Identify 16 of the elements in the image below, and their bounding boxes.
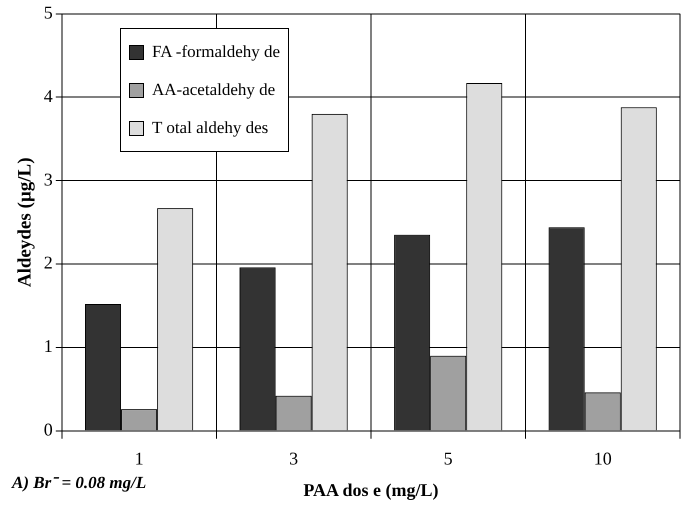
x-tick-label: 10 [594,448,612,468]
y-tick-label: 5 [44,2,53,23]
text: A) Br⁻ = 0.08 mg/L [12,472,146,493]
legend-label: T otal aldehy des [152,118,268,138]
y-tick-label: 1 [44,336,53,356]
x-axis-title: PAA dos e (mg/L) [303,480,438,500]
x-tick-label: 5 [444,448,453,468]
x-tick-label: 1 [134,448,144,468]
y-axis-title: Aldeydes (µg/L) [14,157,36,288]
legend-label: FA -formaldehy de [152,42,280,62]
y-tick-label: 0 [44,420,53,440]
y-tick-label: 2 [44,252,53,273]
y-tick-label: 3 [44,169,53,190]
y-tick-label: 4 [44,86,53,106]
legend-label: AA-acetaldehy de [152,80,276,100]
x-tick-label: 3 [289,448,298,468]
